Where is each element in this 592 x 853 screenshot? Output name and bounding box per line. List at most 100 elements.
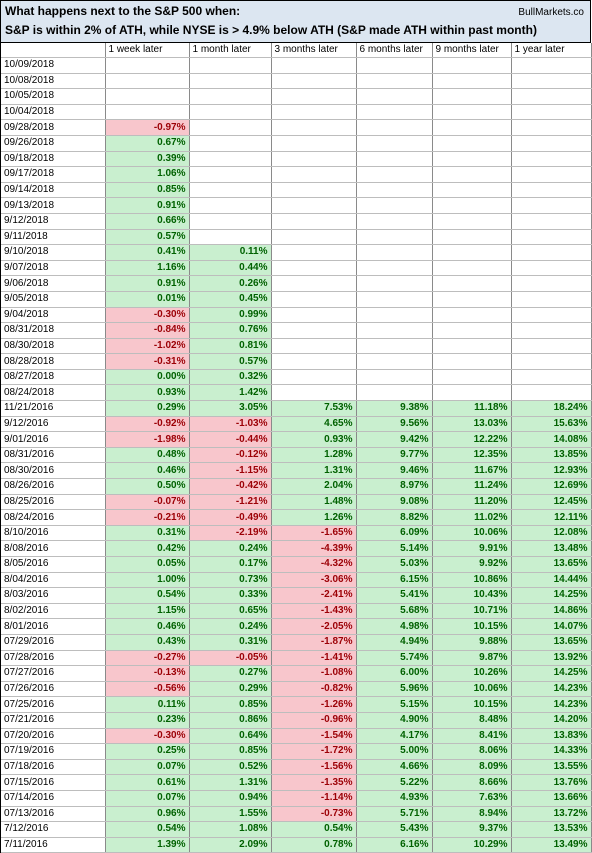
table-row: 07/21/2016 0.23% 0.86% -0.96% 4.90% 8.48% 14.2… bbox=[1, 712, 592, 729]
return-cell: -1.26% bbox=[271, 696, 357, 713]
return-cell: 0.93% bbox=[105, 384, 190, 402]
return-cell: 5.14% bbox=[356, 540, 433, 557]
table-row: 7/12/2016 0.54% 1.08% 0.54% 5.43% 9.37% 13.53% bbox=[1, 821, 592, 838]
return-cell bbox=[271, 275, 357, 292]
return-cell: 0.61% bbox=[105, 774, 190, 791]
table-row: 08/26/2016 0.50% -0.42% 2.04% 8.97% 11.24% 12.… bbox=[1, 478, 592, 495]
table-row: 8/02/2016 1.15% 0.65% -1.43% 5.68% 10.71% 14.8… bbox=[1, 603, 592, 620]
source-label: BullMarkets.co bbox=[518, 7, 584, 18]
return-cell: 0.78% bbox=[271, 837, 357, 853]
return-cell: -0.07% bbox=[105, 494, 190, 511]
return-cell: 1.00% bbox=[105, 572, 190, 589]
return-cell bbox=[511, 119, 592, 136]
date-cell: 10/05/2018 bbox=[1, 88, 106, 105]
return-cell: 0.85% bbox=[105, 182, 190, 199]
return-cell: 0.91% bbox=[105, 275, 190, 292]
return-cell: 11.02% bbox=[432, 509, 512, 526]
return-cell: 1.42% bbox=[189, 384, 272, 402]
return-cell bbox=[271, 88, 357, 105]
return-cell bbox=[271, 166, 357, 183]
column-header-row: 1 week later 1 month later 3 months late… bbox=[1, 43, 592, 58]
date-cell: 08/25/2016 bbox=[1, 494, 106, 511]
date-cell: 07/18/2016 bbox=[1, 759, 106, 776]
column-header: 3 months later bbox=[271, 43, 357, 58]
return-cell: 0.29% bbox=[189, 681, 272, 698]
return-cell bbox=[189, 73, 272, 90]
return-cell bbox=[511, 338, 592, 355]
return-cell: 0.05% bbox=[105, 556, 190, 573]
return-cell: -0.21% bbox=[105, 509, 190, 526]
return-cell bbox=[356, 119, 433, 136]
return-cell: 5.68% bbox=[356, 603, 433, 620]
return-cell bbox=[511, 213, 592, 230]
return-cell: -0.44% bbox=[189, 431, 272, 448]
return-cell: 14.08% bbox=[511, 431, 592, 448]
return-cell bbox=[511, 73, 592, 90]
return-cell: 6.16% bbox=[356, 837, 433, 853]
return-cell: 1.31% bbox=[271, 462, 357, 480]
return-cell: 13.55% bbox=[511, 759, 592, 776]
returns-table: 1 week later 1 month later 3 months late… bbox=[1, 43, 592, 853]
table-row: 09/18/2018 0.39% bbox=[1, 151, 592, 168]
column-header: 1 week later bbox=[105, 43, 190, 58]
table-row: 9/12/2016 -0.92% -1.03% 4.65% 9.56% 13.03% 15.… bbox=[1, 416, 592, 433]
return-cell bbox=[356, 166, 433, 183]
return-cell: -2.05% bbox=[271, 618, 357, 635]
return-cell: 14.44% bbox=[511, 572, 592, 589]
return-cell: 0.85% bbox=[189, 743, 272, 760]
date-cell: 09/18/2018 bbox=[1, 151, 106, 168]
return-cell bbox=[511, 275, 592, 292]
table-row: 08/27/2018 0.00% 0.32% bbox=[1, 369, 592, 386]
return-cell bbox=[271, 197, 357, 214]
date-cell: 08/31/2016 bbox=[1, 447, 106, 464]
return-cell: 10.43% bbox=[432, 587, 512, 604]
return-cell bbox=[271, 182, 357, 199]
date-cell: 9/07/2018 bbox=[1, 260, 106, 277]
return-cell bbox=[105, 104, 190, 121]
return-cell: 10.86% bbox=[432, 572, 512, 589]
return-cell: 0.54% bbox=[271, 821, 357, 838]
return-cell bbox=[511, 353, 592, 370]
return-cell bbox=[356, 275, 433, 292]
return-cell bbox=[356, 353, 433, 370]
return-cell bbox=[432, 322, 512, 339]
return-cell: 12.11% bbox=[511, 509, 592, 526]
return-cell: 0.44% bbox=[189, 260, 272, 277]
return-cell: 13.85% bbox=[511, 447, 592, 464]
return-cell: 9.91% bbox=[432, 540, 512, 557]
return-cell: 3.05% bbox=[189, 400, 272, 417]
return-cell: 2.04% bbox=[271, 478, 357, 495]
table-row: 8/08/2016 0.42% 0.24% -4.39% 5.14% 9.91% 13.48… bbox=[1, 540, 592, 557]
return-cell bbox=[511, 197, 592, 214]
return-cell bbox=[356, 384, 433, 402]
table-row: 07/29/2016 0.43% 0.31% -1.87% 4.94% 9.88% 13.6… bbox=[1, 634, 592, 651]
return-cell bbox=[432, 119, 512, 136]
return-cell: 0.00% bbox=[105, 369, 190, 386]
return-cell: 8.48% bbox=[432, 712, 512, 729]
table-row: 09/26/2018 0.67% bbox=[1, 135, 592, 152]
return-cell: 0.24% bbox=[189, 540, 272, 557]
return-cell: 10.06% bbox=[432, 681, 512, 698]
return-cell bbox=[356, 213, 433, 230]
date-cell: 08/31/2018 bbox=[1, 322, 106, 339]
table-row: 9/06/2018 0.91% 0.26% bbox=[1, 275, 592, 292]
return-cell: 9.42% bbox=[356, 431, 433, 448]
return-cell: 10.29% bbox=[432, 837, 512, 853]
return-cell bbox=[105, 88, 190, 105]
return-cell: 0.96% bbox=[105, 806, 190, 823]
return-cell: -0.84% bbox=[105, 322, 190, 339]
table-row: 08/30/2016 0.46% -1.15% 1.31% 9.46% 11.67% 12.… bbox=[1, 462, 592, 480]
table-row: 08/28/2018 -0.31% 0.57% bbox=[1, 353, 592, 370]
return-cell: 1.15% bbox=[105, 603, 190, 620]
return-cell bbox=[511, 151, 592, 168]
return-cell bbox=[271, 229, 357, 246]
date-cell: 8/05/2016 bbox=[1, 556, 106, 573]
date-cell: 07/13/2016 bbox=[1, 806, 106, 823]
return-cell: 11.67% bbox=[432, 462, 512, 480]
return-cell bbox=[511, 182, 592, 199]
return-cell bbox=[271, 151, 357, 168]
return-cell bbox=[271, 244, 357, 261]
date-cell: 07/20/2016 bbox=[1, 728, 106, 745]
return-cell: 12.93% bbox=[511, 462, 592, 480]
